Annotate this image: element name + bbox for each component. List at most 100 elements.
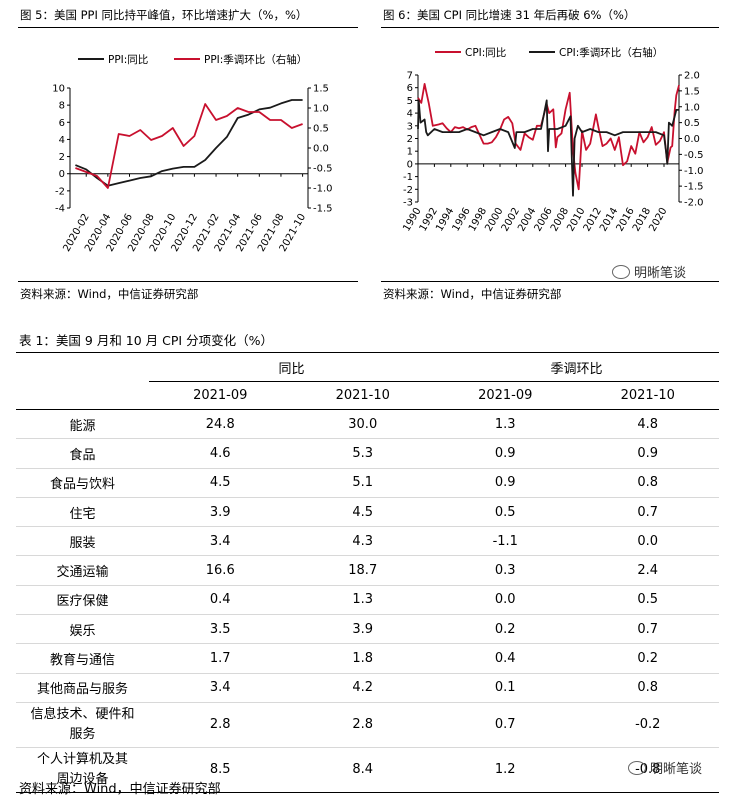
y-tick-label-left: 10 (52, 84, 65, 95)
group-header-mom: 季调环比 (434, 352, 719, 382)
table-row: 服装 3.4 4.3 -1.1 0.0 (16, 526, 719, 557)
fig5-title: 图 5：美国 PPI 同比持平峰值，环比增速扩大（%，%） (20, 8, 308, 22)
y-tick-label-left: 0 (59, 169, 65, 180)
table-row: 食品 4.6 5.3 0.9 0.9 (16, 438, 719, 469)
cell: 24.8 (149, 409, 292, 440)
cell: 0.0 (434, 585, 577, 616)
cell: 0.7 (576, 614, 719, 645)
row-label-line: 信息技术、硬件和 (30, 706, 135, 722)
table-row: 其他商品与服务 3.4 4.2 0.1 0.8 (16, 673, 719, 703)
row-label: 能源 (16, 409, 149, 440)
y-tick-label-left: 7 (407, 71, 413, 82)
row-label: 食品 (16, 438, 149, 469)
fig6-top-rule (381, 27, 719, 28)
y-tick-label-left: -4 (55, 204, 65, 215)
cell: 0.4 (434, 643, 577, 674)
cell: 0.8 (576, 468, 719, 498)
column-header: 2021-10 (576, 381, 719, 410)
table-row: 住宅 3.9 4.5 0.5 0.7 (16, 497, 719, 528)
table-row: 个人计算机及其 周边设备 8.5 8.4 1.2 -0.8 (16, 747, 719, 793)
row-label: 娱乐 (16, 614, 149, 645)
cell: -0.2 (576, 702, 719, 748)
row-label: 其他商品与服务 (16, 673, 149, 703)
cell: 8.5 (149, 747, 292, 793)
y-tick-label-left: 5 (407, 96, 413, 107)
column-header: 2021-10 (291, 381, 434, 410)
table-row: 教育与通信 1.7 1.8 0.4 0.2 (16, 643, 719, 674)
table-row: 能源 24.8 30.0 1.3 4.8 (16, 409, 719, 440)
cell: 0.0 (576, 526, 719, 557)
row-label: 服装 (16, 526, 149, 557)
fig5-source: 资料来源：Wind，中信证券研究部 (20, 287, 199, 301)
cell: 16.6 (149, 555, 292, 586)
y-tick-label-right: -1.5 (684, 182, 704, 193)
table-source: 资料来源：Wind，中信证券研究部 (19, 782, 221, 797)
watermark-text: 明晰笔谈 (634, 266, 687, 281)
y-tick-label-left: 0 (407, 159, 413, 170)
cell: 4.2 (291, 673, 434, 703)
y-tick-label-left: -1 (403, 172, 413, 183)
fig6-watermark: 明晰笔谈 (612, 262, 686, 281)
cpi-table: 同比 季调环比 2021-09 2021-10 2021-09 2021-10 … (16, 352, 719, 793)
fig5-chart: -4-20246810-1.5-1.0-0.50.00.51.01.52020-… (52, 53, 333, 254)
table-corner (16, 352, 149, 382)
cell: 4.8 (576, 409, 719, 440)
cell: 8.4 (291, 747, 434, 793)
table-corner-sub (16, 381, 149, 410)
group-header-yoy: 同比 (149, 352, 434, 382)
cell: 3.9 (149, 497, 292, 528)
cell: 30.0 (291, 409, 434, 440)
y-tick-label-right: 0.0 (313, 144, 329, 155)
fig6-title: 图 6：美国 CPI 同比增速 31 年后再破 6%（%） (383, 8, 636, 22)
y-tick-label-right: 1.5 (684, 86, 700, 97)
row-label: 食品与饮料 (16, 468, 149, 498)
cell: 0.3 (434, 555, 577, 586)
cell: 2.8 (149, 702, 292, 748)
table-row: 医疗保健 0.4 1.3 0.0 0.5 (16, 585, 719, 616)
y-tick-label-left: 4 (59, 135, 65, 146)
legend-label-2: PPI:季调环比（右轴） (204, 53, 307, 66)
cell: 4.6 (149, 438, 292, 469)
cell: 1.8 (291, 643, 434, 674)
y-tick-label-left: 3 (407, 121, 413, 132)
cell: 4.5 (291, 497, 434, 528)
cell: 0.7 (434, 702, 577, 748)
cell: 5.1 (291, 468, 434, 498)
fig5-bottom-rule (18, 281, 358, 282)
legend-label-2: CPI:季调环比（右轴） (559, 46, 663, 59)
cpi-table-block: 表 1：美国 9 月和 10 月 CPI 分项变化（%） 同比 季调环比 202… (16, 330, 719, 793)
watermark-text: 明晰笔谈 (650, 762, 703, 777)
cell: 0.1 (434, 673, 577, 703)
y-tick-label-left: 6 (407, 83, 413, 94)
wechat-icon (628, 760, 646, 775)
row-label-line: 个人计算机及其 (36, 751, 128, 767)
y-tick-label-left: 8 (59, 101, 65, 112)
cell: 2.8 (291, 702, 434, 748)
cell: 4.3 (291, 526, 434, 557)
series-line-1 (75, 99, 303, 187)
y-tick-label-left: -3 (403, 198, 413, 209)
column-header: 2021-09 (434, 381, 577, 410)
row-label: 信息技术、硬件和 服务 (16, 702, 149, 748)
cell: 0.2 (434, 614, 577, 645)
y-tick-label-left: 1 (407, 147, 413, 158)
row-label-line: 服务 (69, 726, 96, 742)
column-header: 2021-09 (149, 381, 292, 410)
y-tick-label-right: -1.0 (313, 184, 333, 195)
y-tick-label-right: 1.5 (313, 84, 329, 95)
y-tick-label-left: 6 (59, 118, 65, 129)
cell: 3.5 (149, 614, 292, 645)
y-tick-label-right: 1.0 (684, 102, 700, 113)
cell: 0.8 (576, 673, 719, 703)
cell: 0.9 (434, 438, 577, 469)
cell: 3.4 (149, 673, 292, 703)
cell: 3.9 (291, 614, 434, 645)
y-tick-label-right: -2.0 (684, 198, 704, 209)
y-tick-label-right: 1.0 (313, 104, 329, 115)
cell: -1.1 (434, 526, 577, 557)
table-row: 娱乐 3.5 3.9 0.2 0.7 (16, 614, 719, 645)
cell: 1.3 (291, 585, 434, 616)
series-line-2 (75, 103, 303, 189)
series-line-2 (417, 99, 679, 197)
row-label: 住宅 (16, 497, 149, 528)
